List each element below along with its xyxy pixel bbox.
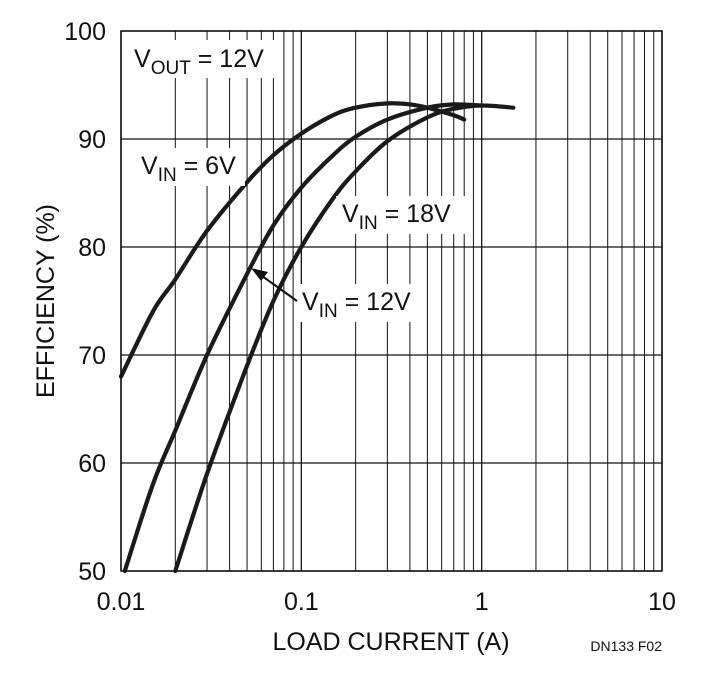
arrow-head — [251, 268, 268, 281]
annotation-backdrop — [135, 148, 245, 186]
label-vout: VOUT = 12V — [134, 45, 264, 79]
annotation-backdrop — [296, 284, 424, 322]
x-tick-label: 10 — [648, 588, 676, 616]
y-tick-label: 50 — [78, 558, 106, 586]
arrow-line — [261, 275, 298, 302]
annotation-backdrop — [336, 196, 466, 234]
curve-vin-12v — [122, 102, 484, 574]
curve-vin-18v — [173, 103, 516, 574]
annotation-backdrop — [128, 40, 274, 78]
y-tick-label: 60 — [78, 450, 106, 478]
label-vin-12v: VIN = 12V — [302, 288, 411, 322]
data-curves — [118, 101, 516, 574]
label-vin-18v: VIN = 18V — [342, 200, 451, 234]
annotations: VOUT = 12V VIN = 6V VIN = 18V VIN = 12V — [128, 40, 466, 322]
x-axis-title: LOAD CURRENT (A) — [272, 628, 509, 656]
y-axis-title: EFFICIENCY (%) — [32, 204, 60, 398]
tick-labels: 0.01 0.1 1 10 50 60 70 80 90 100 — [64, 18, 676, 616]
x-tick-label: 1 — [475, 588, 489, 616]
figure-id: DN133 F02 — [590, 638, 662, 654]
plot-frame — [120, 30, 663, 572]
y-tick-label: 70 — [78, 342, 106, 370]
x-tick-label: 0.1 — [284, 588, 319, 616]
label-vin-6v: VIN = 6V — [141, 152, 236, 186]
y-tick-label: 90 — [78, 126, 106, 154]
y-tick-label: 100 — [64, 18, 106, 46]
x-tick-label: 0.01 — [97, 588, 146, 616]
y-tick-label: 80 — [78, 234, 106, 262]
